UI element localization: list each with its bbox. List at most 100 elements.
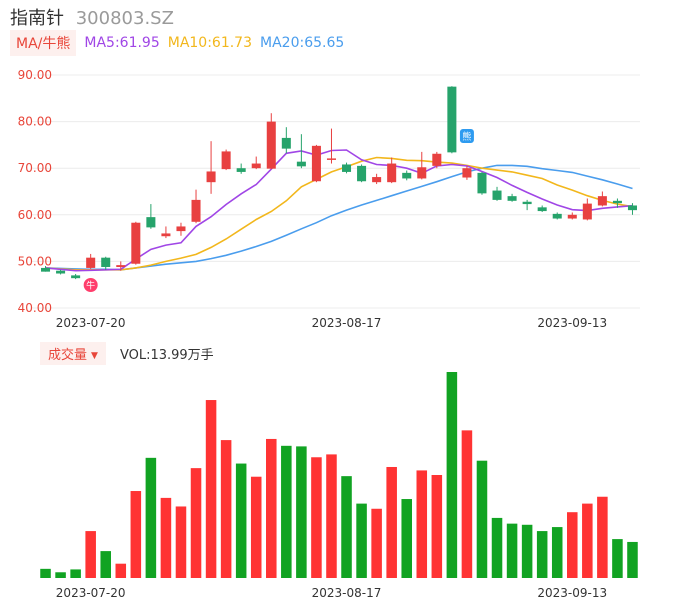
volume-bar <box>476 460 488 578</box>
volume-bar <box>536 531 548 578</box>
candle-body <box>357 165 367 182</box>
ma10-line <box>45 156 633 271</box>
ma5-value: MA5:61.95 <box>84 35 160 51</box>
volume-bar <box>250 476 262 578</box>
volume-bar <box>115 563 127 578</box>
volume-bar <box>551 527 563 578</box>
y-tick-label: 80.00 <box>18 115 52 129</box>
y-tick-label: 90.00 <box>18 68 52 82</box>
volume-dropdown-label: 成交量 <box>48 348 88 363</box>
candle-body <box>221 151 231 170</box>
candle-body <box>567 214 577 219</box>
volume-bar <box>235 463 247 578</box>
candle-body <box>552 213 562 219</box>
candle-body <box>296 161 306 167</box>
y-tick-label: 60.00 <box>18 208 52 222</box>
ma20-value: MA20:65.65 <box>260 35 345 51</box>
candle-body <box>176 226 186 232</box>
candle-body <box>206 171 216 183</box>
volume-bar <box>311 457 322 578</box>
volume-bar <box>627 541 638 578</box>
volume-bar <box>491 517 503 578</box>
candle-body <box>116 265 126 267</box>
volume-bar <box>431 475 443 578</box>
volume-bar <box>85 531 96 578</box>
x-tick-label: 2023-07-20 <box>56 316 126 330</box>
candle-body <box>236 168 246 172</box>
volume-bar <box>205 400 217 578</box>
ma-legend: MA/牛熊 MA5:61.95 MA10:61.73 MA20:65.65 <box>10 30 344 56</box>
bear-marker-shape <box>457 127 476 145</box>
volume-bar <box>597 496 608 578</box>
candle-body <box>326 158 336 160</box>
candle-body <box>447 86 457 153</box>
y-tick-label: 40.00 <box>18 301 52 315</box>
volume-bar <box>266 438 277 578</box>
bull-marker-shape <box>81 276 100 294</box>
volume-bar <box>521 524 533 578</box>
volume-bar <box>567 512 578 578</box>
candle-body <box>537 207 547 212</box>
volume-x-tick-label: 2023-09-13 <box>537 586 607 600</box>
candle-body <box>492 190 502 200</box>
candle-body <box>131 222 141 264</box>
x-tick-label: 2023-09-13 <box>537 316 607 330</box>
volume-bar <box>70 569 81 578</box>
candle-body <box>522 201 532 205</box>
x-tick-label: 2023-08-17 <box>312 316 382 330</box>
candle-body <box>597 196 607 206</box>
candle-body <box>582 203 592 220</box>
candle-body <box>432 153 442 166</box>
candle-body <box>71 275 81 279</box>
candle-body <box>507 196 517 201</box>
volume-value: VOL:13.99万手 <box>119 348 214 363</box>
volume-bar <box>40 568 51 578</box>
bull-marker[interactable]: 牛 <box>81 276 100 294</box>
candle-body <box>266 121 276 169</box>
y-tick-label: 50.00 <box>18 254 52 268</box>
volume-bar <box>55 572 66 578</box>
ma-bull-bear-tab[interactable]: MA/牛熊 <box>10 30 77 56</box>
candle-body <box>86 257 96 268</box>
y-tick-label: 70.00 <box>18 161 52 175</box>
candle-body <box>342 164 352 172</box>
volume-dropdown[interactable]: 成交量 ▼ <box>40 342 106 365</box>
candle-body <box>402 172 412 179</box>
volume-bar <box>281 445 292 578</box>
bear-marker[interactable]: 熊 <box>457 127 476 145</box>
candle-body <box>462 168 472 178</box>
volume-bar <box>175 506 187 578</box>
candle-body <box>311 145 321 182</box>
ma10-value: MA10:61.73 <box>167 35 253 51</box>
volume-bar <box>416 470 428 578</box>
candle-body <box>627 205 637 211</box>
candle-body <box>56 270 66 274</box>
volume-bar <box>446 372 458 578</box>
candle-body <box>41 267 51 272</box>
volume-bar <box>356 503 367 578</box>
volume-bar <box>461 430 473 578</box>
candle-body <box>612 200 622 204</box>
volume-bar <box>326 454 337 578</box>
volume-bar <box>145 457 157 578</box>
volume-bar <box>612 539 623 578</box>
candle-body <box>477 172 487 194</box>
volume-bar <box>371 508 382 578</box>
candle-body <box>372 177 382 183</box>
volume-bar <box>100 551 111 578</box>
volume-legend: 成交量 ▼ VOL:13.99万手 <box>40 342 214 365</box>
candle-body <box>281 137 291 149</box>
stock-name: 指南针 <box>10 8 64 29</box>
volume-x-tick-label: 2023-07-20 <box>56 586 126 600</box>
bear-marker-label: 熊 <box>462 131 471 143</box>
candle-body <box>251 163 261 169</box>
stock-code: 300803.SZ <box>75 8 174 29</box>
volume-bar <box>220 440 232 578</box>
caret-down-icon: ▼ <box>91 350 98 361</box>
volume-bar <box>160 497 172 578</box>
candle-body <box>387 163 397 183</box>
bull-marker-label: 牛 <box>86 280 95 292</box>
candle-body <box>161 233 171 237</box>
volume-x-tick-label: 2023-08-17 <box>312 586 382 600</box>
